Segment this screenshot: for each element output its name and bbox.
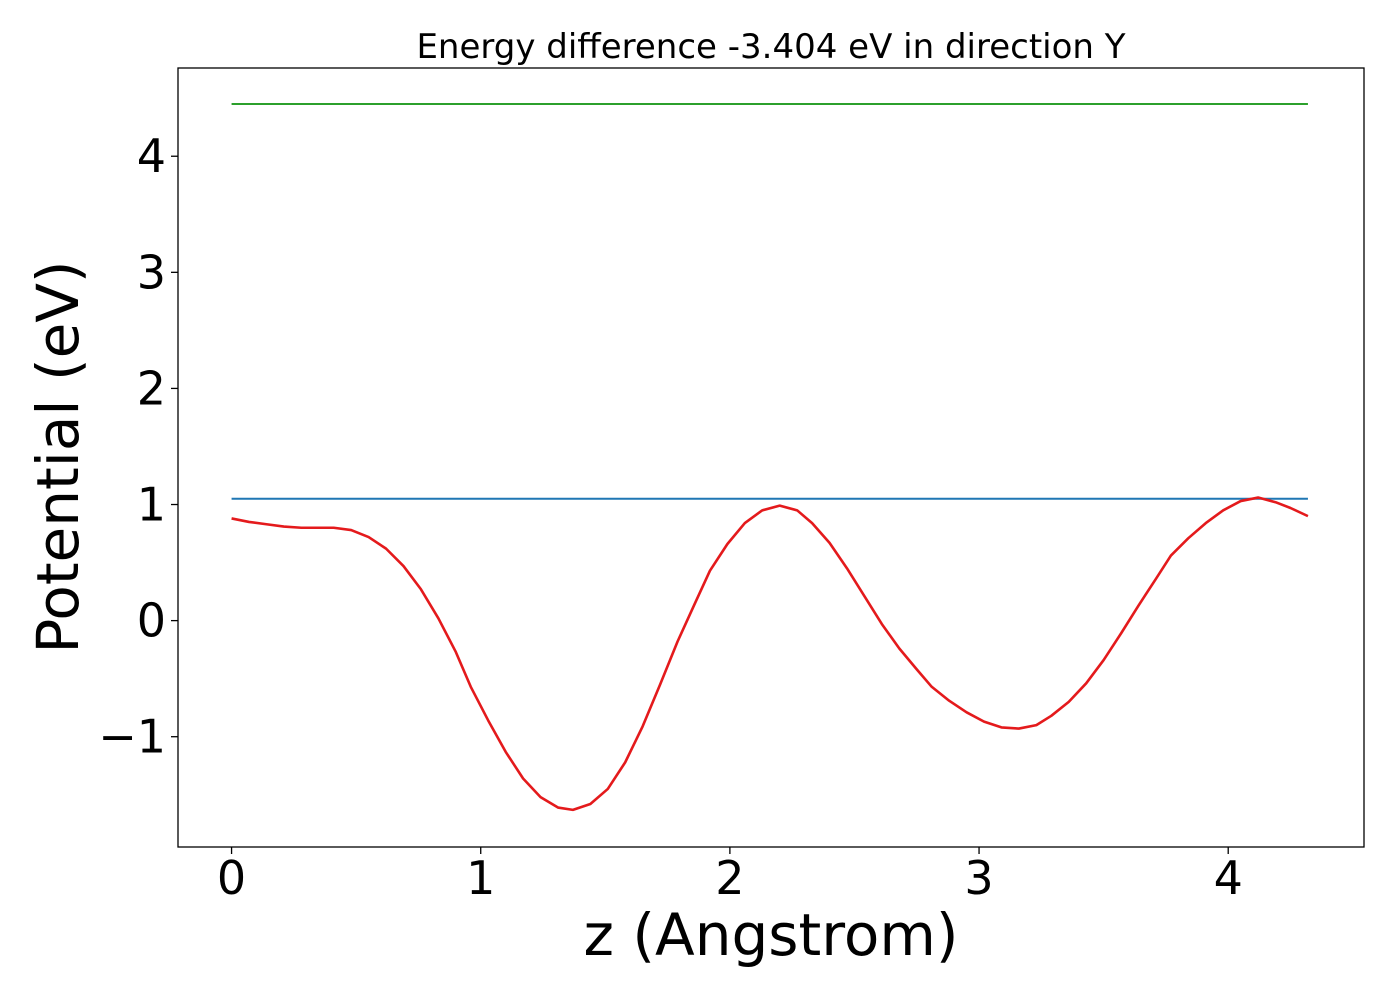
- chart-title: Energy difference -3.404 eV in direction…: [416, 27, 1125, 67]
- series-line-2: [231, 496, 1309, 812]
- y-tick-label: 0: [137, 594, 166, 648]
- x-tick-label: 3: [964, 851, 993, 905]
- x-tick-label: 0: [217, 851, 246, 905]
- x-tick-label: 1: [466, 851, 495, 905]
- series-layer: [231, 102, 1309, 812]
- x-tick-label: 4: [1214, 851, 1243, 905]
- y-axis-label: Potential (eV): [24, 260, 92, 653]
- y-tick-label: 3: [137, 245, 166, 299]
- plot-frame: [177, 67, 1365, 848]
- y-tick-label: 1: [137, 478, 166, 532]
- y-tick-label: 2: [137, 361, 166, 415]
- y-tick-label: 4: [137, 129, 166, 183]
- y-axis-ticks: −1 0 1 2 3 4: [98, 129, 178, 764]
- x-axis-ticks: 0 1 2 3 4: [217, 847, 1243, 905]
- y-tick-label: −1: [98, 710, 166, 764]
- x-axis-label: z (Angstrom): [584, 901, 959, 969]
- x-tick-label: 2: [715, 851, 744, 905]
